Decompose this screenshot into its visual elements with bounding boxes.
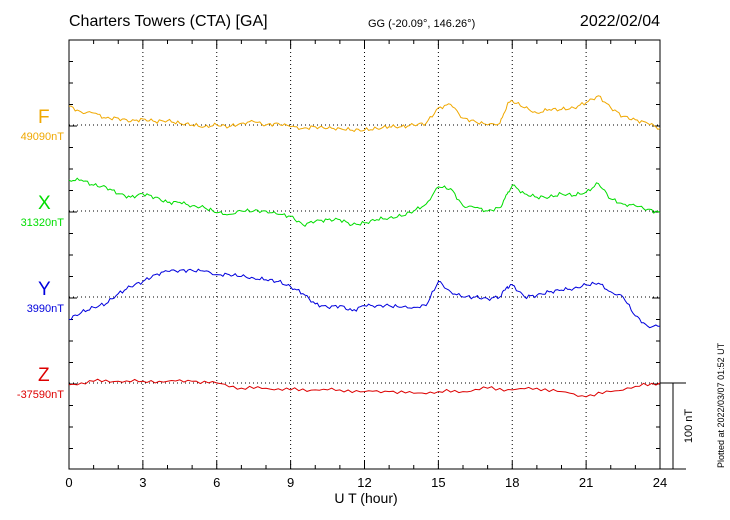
station-title: Charters Towers (CTA) [GA] — [69, 13, 268, 30]
scale-bar-label: 100 nT — [683, 409, 695, 444]
series-line-z — [68, 378, 661, 398]
x-tick-label: 3 — [139, 475, 146, 490]
x-tick-label: 18 — [505, 475, 519, 490]
series-baseline-z: -37590nT — [16, 389, 64, 401]
series-name-y: Y — [38, 279, 51, 300]
chart-date: 2022/02/04 — [579, 13, 660, 30]
series-line-y — [68, 268, 660, 329]
station-coords: GG (-20.09°, 146.26°) — [368, 18, 476, 30]
series-line-x — [68, 177, 661, 228]
series-name-f: F — [38, 107, 50, 128]
series-line-f — [69, 95, 661, 133]
x-tick-label: 9 — [287, 475, 294, 490]
scale-bar: 100 nT — [660, 382, 695, 470]
series-lines — [68, 95, 661, 398]
x-tick-label: 21 — [579, 475, 593, 490]
grid-lines — [69, 40, 660, 469]
series-baseline-y: 3990nT — [26, 303, 64, 315]
x-tick-label: 24 — [653, 475, 667, 490]
x-tick-label: 6 — [213, 475, 220, 490]
axis-ticks — [68, 40, 661, 469]
x-axis-label: U T (hour) — [334, 490, 397, 506]
x-tick-label: 15 — [431, 475, 445, 490]
x-tick-label: 12 — [357, 475, 371, 490]
series-baseline-x: 31320nT — [20, 217, 64, 229]
x-tick-labels: 0 3 6 9 12 15 18 21 24 — [65, 475, 667, 490]
plotted-timestamp: Plotted at 2022/03/07 01:52 UT — [716, 342, 726, 468]
series-name-x: X — [38, 193, 51, 214]
series-baseline-f: 49090nT — [20, 131, 64, 143]
series-name-z: Z — [38, 365, 50, 386]
x-tick-label: 0 — [65, 475, 72, 490]
